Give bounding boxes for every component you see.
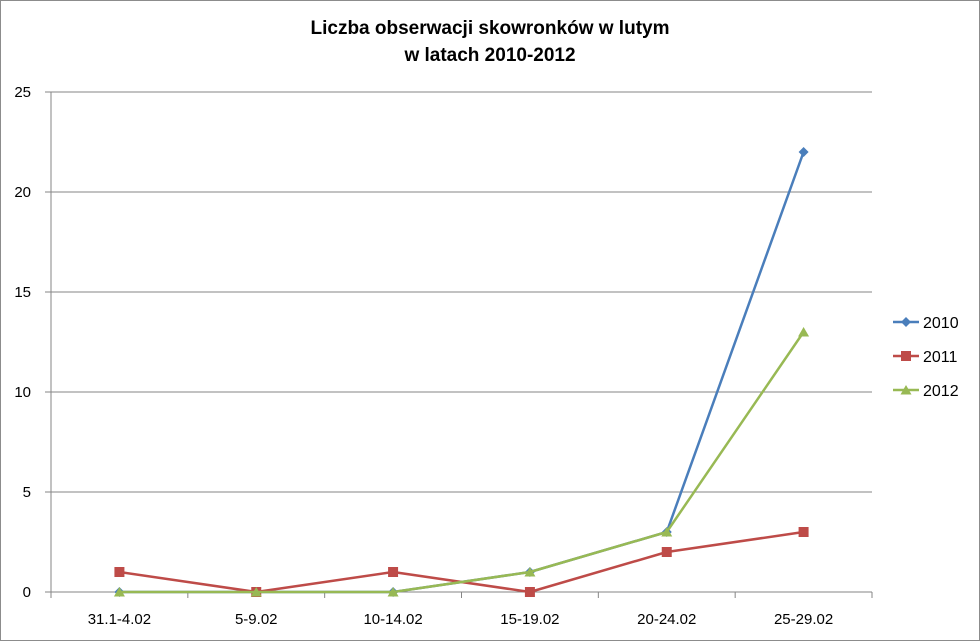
x-tick-label-3: 15-19.02 (500, 611, 559, 628)
data-point-2011-0 (114, 567, 125, 577)
data-point-2011-4 (661, 547, 672, 557)
legend-marker-2012 (900, 385, 912, 395)
data-point-2012-4 (661, 527, 673, 537)
data-point-2010-5 (798, 147, 809, 157)
data-point-2012-3 (524, 567, 536, 577)
y-tick-label-5: 5 (23, 484, 31, 501)
chart-title-line-2: w latach 2010-2012 (404, 45, 576, 66)
y-tick-label-25: 25 (14, 84, 31, 101)
legend-marker-2011 (901, 351, 911, 361)
chart-title: Liczba obserwacji skowronków w lutym w l… (1, 15, 979, 69)
x-tick-label-4: 20-24.02 (637, 611, 696, 628)
series-line-2012 (119, 331, 805, 594)
y-tick-label-20: 20 (14, 184, 31, 201)
y-tick-label-15: 15 (14, 284, 31, 301)
data-point-2012-0 (113, 587, 125, 597)
data-point-2011-2 (388, 567, 399, 577)
data-point-2012-2 (387, 587, 399, 597)
legend-label-2010: 2010 (923, 315, 959, 332)
y-tick-label-0: 0 (23, 584, 31, 601)
series-line-2010 (119, 151, 805, 594)
x-tick-label-2: 10-14.02 (363, 611, 422, 628)
legend-label-2011: 2011 (923, 349, 958, 366)
x-tick-label-1: 5-9.02 (235, 611, 278, 628)
legend-marker-2010 (901, 317, 911, 327)
x-tick-label-0: 31.1-4.02 (88, 611, 151, 628)
data-point-2012-1 (250, 587, 262, 597)
data-point-2011-5 (798, 527, 809, 537)
x-tick-label-5: 25-29.02 (774, 611, 833, 628)
chart-title-line-1: Liczba obserwacji skowronków w lutym (310, 18, 670, 39)
data-point-2012-5 (798, 327, 810, 337)
data-point-2011-3 (524, 587, 535, 597)
legend-label-2012: 2012 (923, 383, 959, 400)
y-tick-label-10: 10 (14, 384, 31, 401)
